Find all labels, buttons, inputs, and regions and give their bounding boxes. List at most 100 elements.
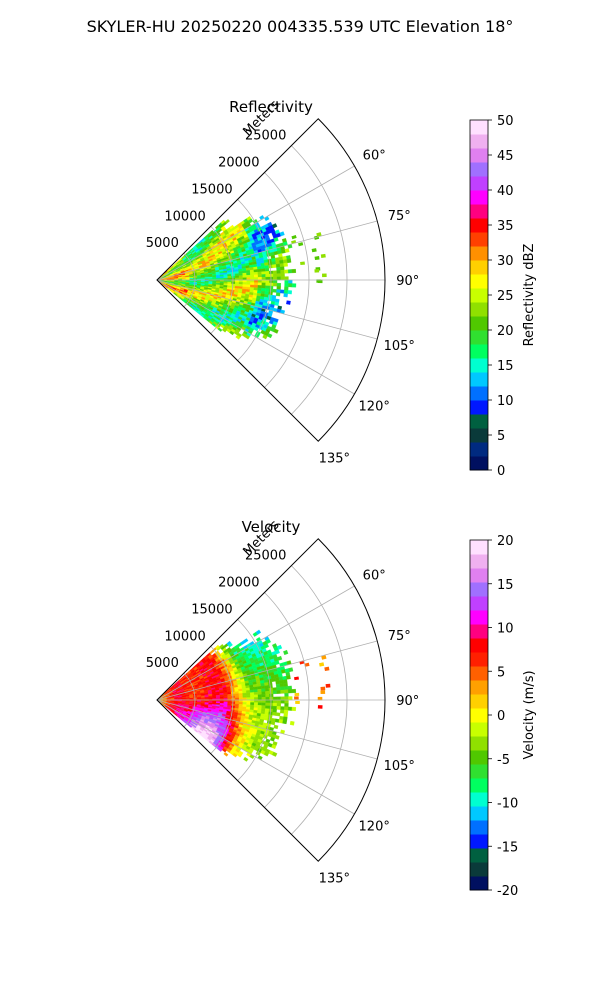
radar-cell: [282, 259, 288, 264]
radar-cell: [272, 288, 277, 293]
range-tick-label: 15000: [191, 182, 232, 197]
azimuth-tick-label: 120°: [359, 819, 390, 834]
radar-cell: [264, 685, 270, 689]
radar-cell: [284, 689, 289, 694]
radar-cell: [265, 271, 270, 275]
colorbar-segment: [470, 372, 488, 387]
radar-cell: [265, 691, 270, 695]
colorbar-segment: [470, 358, 488, 373]
radar-cell: [284, 248, 290, 253]
colorbar-segment: [470, 778, 488, 793]
colorbar-tick-label: 15: [497, 359, 514, 374]
radar-cell: [276, 706, 281, 710]
radar-cell: [279, 683, 285, 688]
radar-cell: [276, 266, 281, 271]
azimuth-tick-label: 105°: [384, 759, 415, 774]
colorbar-segment: [470, 876, 488, 891]
radar-cell: [235, 695, 240, 699]
radar-cell: [288, 283, 293, 288]
radar-cell: [283, 686, 289, 691]
radar-cell: [311, 248, 317, 253]
radar-cell: [242, 702, 247, 705]
colorbar-segment: [470, 806, 488, 821]
radar-cell: [317, 696, 323, 701]
colorbar-segment: [470, 568, 488, 583]
colorbar-segment: [470, 792, 488, 807]
radar-cell: [246, 702, 251, 706]
radar-cell: [257, 274, 262, 278]
radar-cell: [250, 704, 255, 708]
colorbar-tick-label: 35: [497, 219, 514, 234]
radar-cell: [274, 649, 280, 655]
radar-cell: [257, 285, 262, 289]
figure-suptitle: SKYLER-HU 20250220 004335.539 UTC Elevat…: [87, 17, 514, 36]
range-tick-label: 10000: [164, 209, 205, 224]
radar-cell: [283, 713, 288, 718]
radar-cell: [227, 693, 232, 697]
radar-cell: [238, 275, 244, 279]
radar-cell: [284, 286, 289, 291]
radar-cell: [284, 699, 289, 704]
colorbar-segment: [470, 736, 488, 751]
radar-cell: [257, 694, 262, 698]
colorbar-segment: [470, 246, 488, 261]
radar-cell: [319, 662, 325, 667]
radar-cell: [263, 643, 270, 649]
radar-cell: [223, 752, 229, 757]
colorbar-tick-label: 45: [497, 149, 514, 164]
radar-cell: [272, 708, 277, 713]
radar-cell: [284, 706, 289, 711]
colorbar: 0 5 10 15 20 25 30 35 40 45 50 Reflectivity dBZ: [469, 114, 537, 479]
radar-cell: [265, 279, 270, 284]
radar-cell: [283, 293, 288, 298]
radar-cell: [261, 279, 266, 283]
radar-cell: [265, 702, 270, 707]
colorbar-segment: [470, 260, 488, 275]
radar-cell: [261, 282, 266, 286]
radar-cell: [288, 279, 293, 284]
colorbar-segment: [470, 386, 488, 401]
radar-cell: [276, 276, 282, 281]
panel-title: Reflectivity: [229, 98, 313, 116]
radar-cell: [277, 655, 283, 661]
radar-cell: [280, 709, 285, 714]
colorbar: -20 -15 -10 -5 0 5 10 15 20 Velocity (m/s): [469, 534, 537, 899]
radar-cell: [238, 273, 243, 276]
colorbar-tick-label: -20: [497, 884, 518, 899]
radar-cell: [263, 751, 270, 757]
radar-cell: [288, 667, 294, 673]
radar-cell: [279, 231, 285, 237]
radar-cell: [280, 699, 285, 704]
radar-cell: [276, 696, 282, 701]
radar-cell: [321, 655, 327, 660]
radar-cell: [295, 700, 300, 704]
radar-cell: [235, 334, 241, 340]
colorbar-segment: [470, 708, 488, 723]
radar-cell: [284, 692, 289, 697]
radar-cell: [267, 333, 273, 339]
radar-cell: [227, 273, 232, 277]
range-tick-label: 15000: [191, 602, 232, 617]
azimuth-gridline: [156, 165, 355, 281]
radar-cell: [265, 693, 270, 698]
radar-cell: [324, 666, 330, 672]
radar-cell: [265, 638, 271, 644]
radar-cell: [273, 724, 279, 730]
colorbar-segment: [470, 218, 488, 233]
radar-cell: [264, 268, 270, 272]
radar-cell: [274, 301, 279, 306]
colorbar-tick-label: -15: [497, 840, 518, 855]
radar-cell: [272, 690, 278, 695]
radar-cell: [234, 273, 240, 277]
radar-cell: [276, 686, 281, 691]
colorbar-segment: [470, 834, 488, 849]
colorbar-segment: [470, 582, 488, 597]
colorbar-segment: [470, 624, 488, 639]
radar-cell: [283, 709, 289, 714]
radar-cell: [216, 276, 221, 279]
colorbar-segment: [470, 148, 488, 163]
radar-cell: [257, 697, 263, 701]
colorbar-tick-label: -10: [497, 797, 518, 812]
radar-cell: [280, 269, 285, 274]
radar-cell: [280, 276, 285, 281]
